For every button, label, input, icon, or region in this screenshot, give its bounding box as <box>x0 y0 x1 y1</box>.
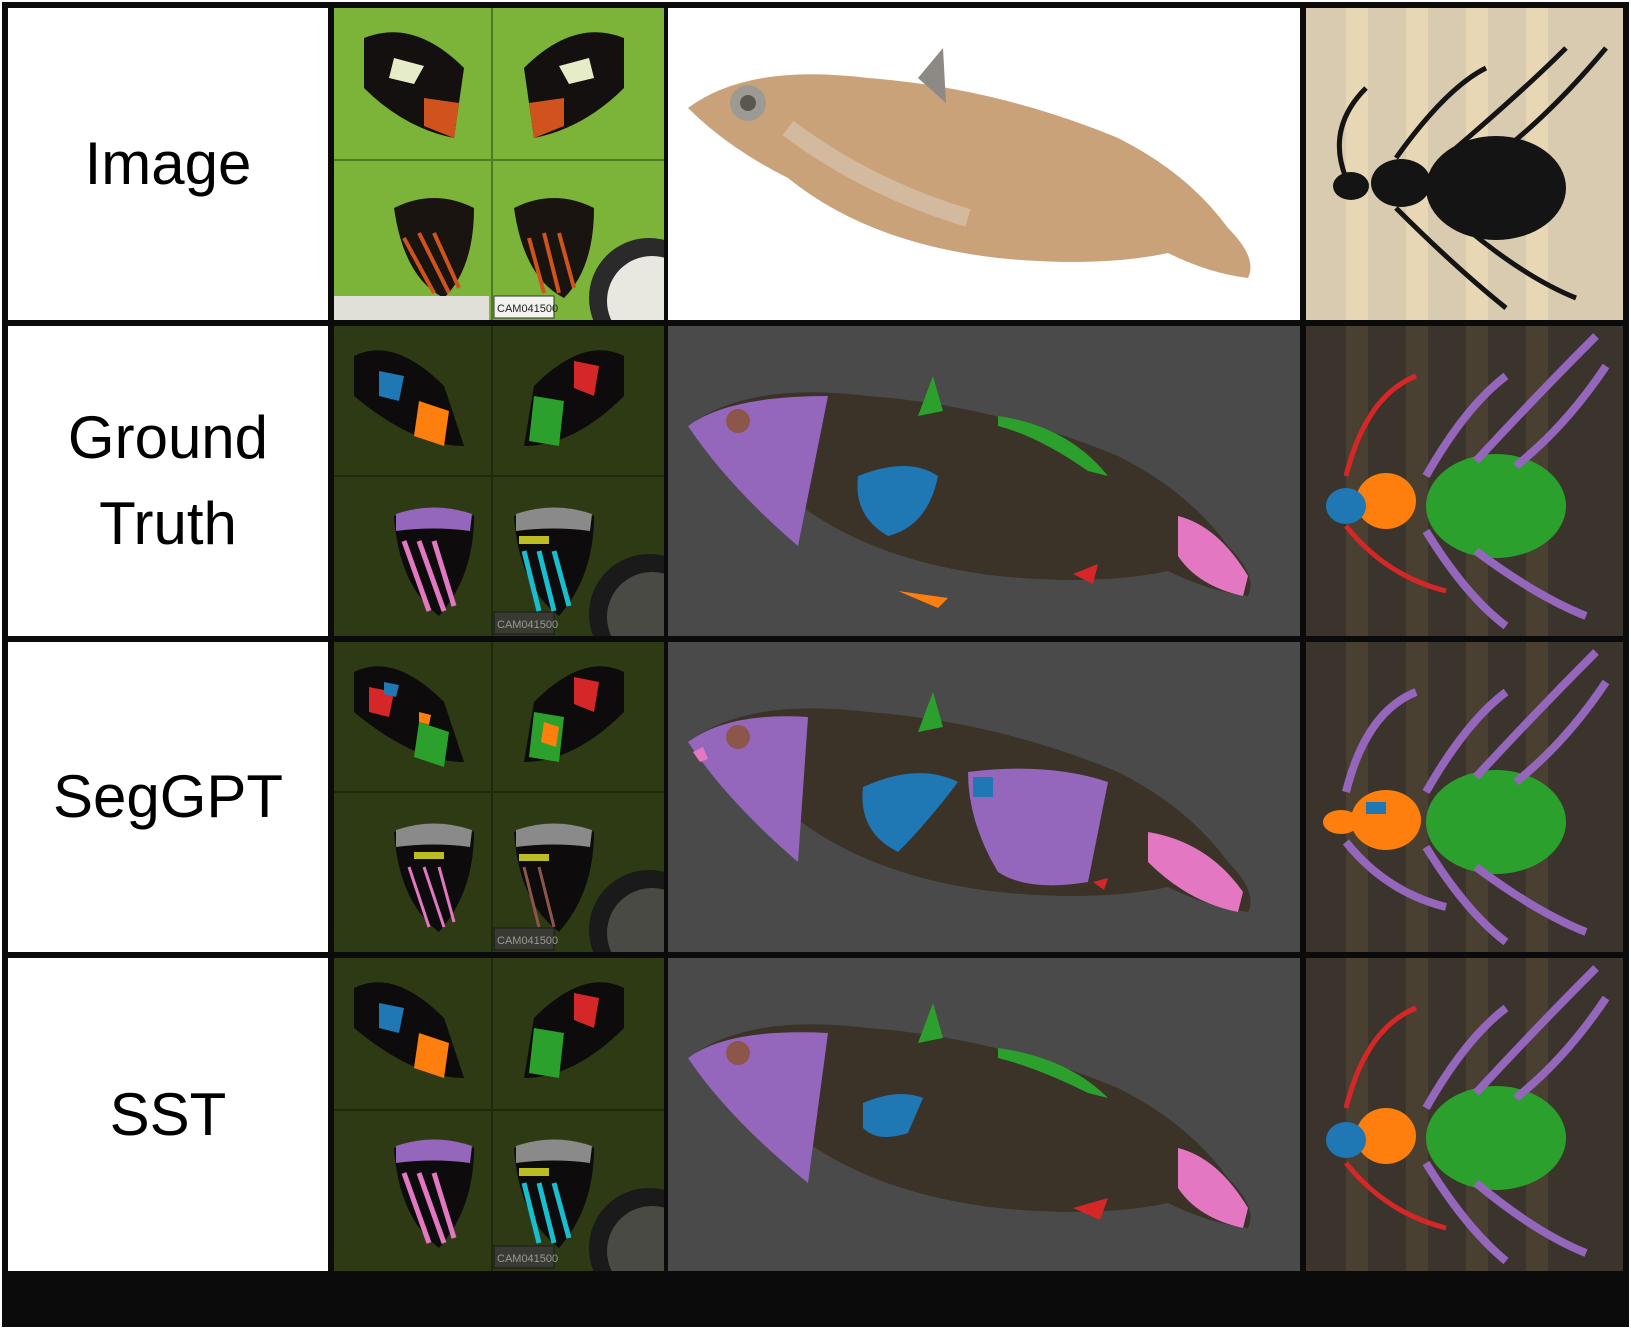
row-label-sst: SST <box>8 958 328 1271</box>
specimen-tag-label: CAM041500 <box>497 303 558 315</box>
row-label-seggpt: SegGPT <box>8 642 328 952</box>
butterfly-image: CAM041500 <box>334 8 664 320</box>
butterfly-seggpt: CAM041500 <box>334 642 664 952</box>
fish-sst <box>668 958 1300 1271</box>
specimen-tag-label: CAM041500 <box>497 1253 558 1265</box>
fish-seggpt <box>668 642 1300 952</box>
beetle-ground-truth <box>1306 326 1623 636</box>
fish-ground-truth <box>668 326 1300 636</box>
specimen-tag-label: CAM041500 <box>497 935 558 947</box>
beetle-seggpt <box>1306 642 1623 952</box>
fish-image <box>668 8 1300 320</box>
butterfly-ground-truth: CAM041500 <box>334 326 664 636</box>
row-ground-truth: Ground Truth <box>8 326 1623 636</box>
butterfly-sst: CAM041500 <box>334 958 664 1271</box>
row-image: Image CAM041500 <box>8 8 1623 320</box>
specimen-tag-label: CAM041500 <box>497 619 558 631</box>
row-label-image: Image <box>8 8 328 320</box>
row-label-ground-truth: Ground Truth <box>8 326 328 636</box>
row-seggpt: SegGPT <box>8 642 1623 952</box>
row-sst: SST CAM04 <box>8 958 1623 1271</box>
beetle-sst <box>1306 958 1623 1271</box>
beetle-image <box>1306 8 1623 320</box>
